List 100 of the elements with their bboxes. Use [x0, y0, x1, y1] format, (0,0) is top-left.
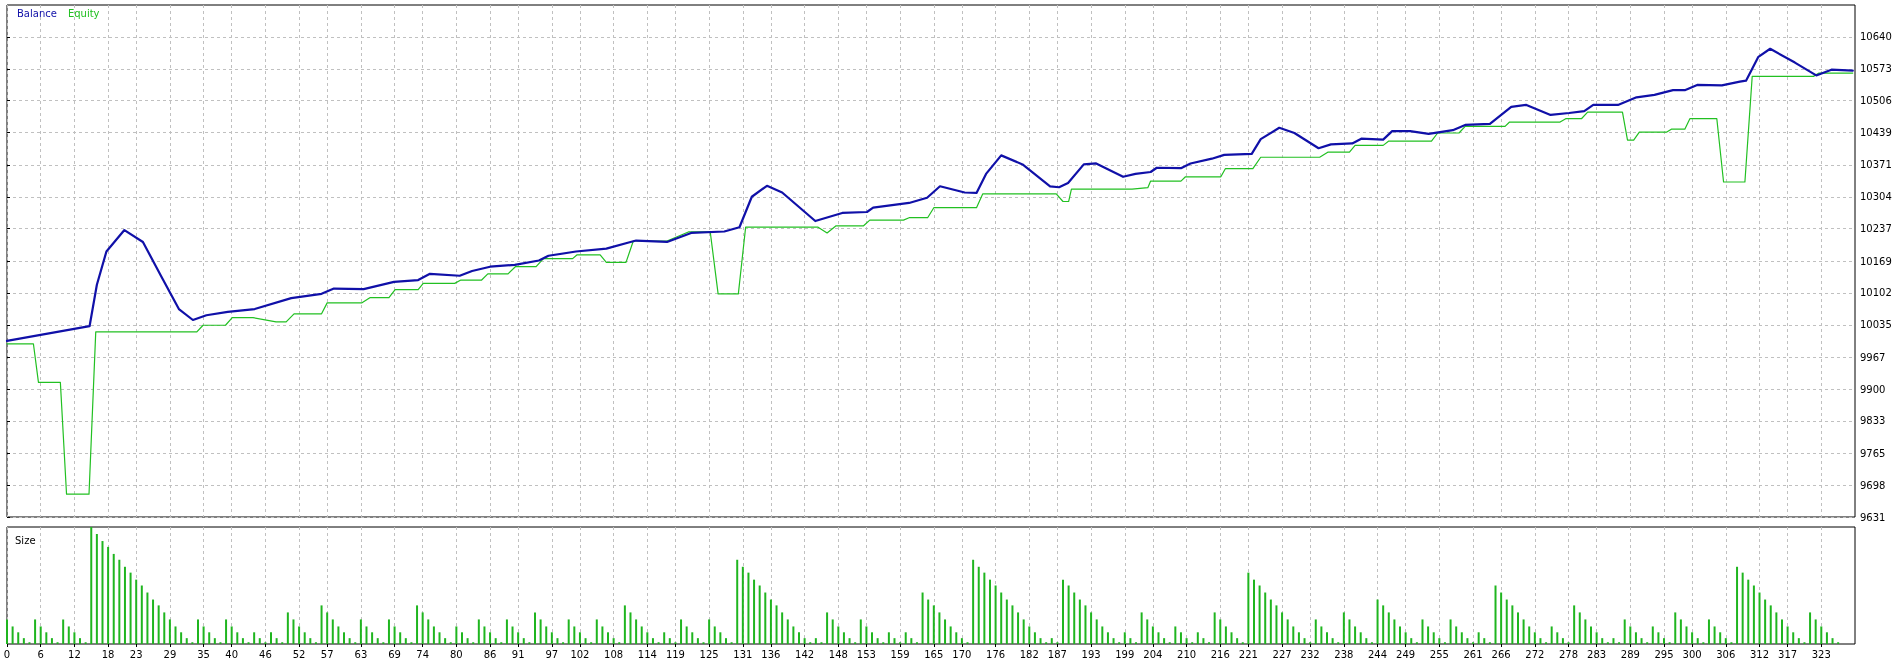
bar — [758, 585, 761, 644]
bar — [45, 632, 48, 644]
bar — [522, 638, 525, 644]
bar — [1764, 599, 1767, 644]
y-tick-label: 10237 — [1860, 223, 1892, 235]
x-tick-label: 69 — [388, 648, 401, 660]
x-tick-label: 74 — [416, 648, 430, 660]
bar — [584, 638, 587, 644]
bar — [741, 566, 744, 644]
bar — [1539, 638, 1542, 644]
bar — [1382, 605, 1385, 644]
x-tick-label: 97 — [545, 648, 559, 660]
bar — [79, 638, 82, 644]
bar — [483, 626, 486, 644]
bar — [769, 599, 772, 644]
bar — [1500, 592, 1503, 644]
bar — [1421, 619, 1424, 644]
bar — [22, 638, 25, 644]
bar — [241, 638, 244, 644]
y-tick-label: 10573 — [1860, 63, 1892, 75]
bar — [1236, 638, 1239, 644]
x-tick-label: 35 — [197, 648, 210, 660]
bar — [1831, 638, 1834, 644]
bar — [601, 626, 604, 644]
y-tick-label: 10506 — [1860, 95, 1892, 107]
line-series — [6, 72, 1854, 495]
bar — [848, 638, 851, 644]
y-tick-label: 10439 — [1860, 127, 1892, 139]
text: Equity — [67, 7, 100, 19]
bar — [50, 638, 53, 644]
x-tick-label: 153 — [856, 648, 876, 660]
x-tick-label: 23 — [129, 648, 143, 660]
x-tick-label: 108 — [604, 648, 624, 660]
bar — [39, 626, 42, 644]
x-tick-label: 86 — [483, 648, 497, 660]
x-tick-label: 176 — [986, 648, 1006, 660]
text: Balance — [17, 7, 57, 19]
x-tick-label: 6 — [37, 648, 44, 660]
bar — [1584, 619, 1587, 644]
bar — [1663, 638, 1666, 644]
bar — [1612, 638, 1615, 644]
bar — [814, 638, 817, 644]
bar — [1786, 626, 1789, 644]
bar — [764, 592, 767, 644]
y-tick-label: 9698 — [1860, 479, 1886, 491]
bar — [1326, 632, 1328, 644]
bar — [208, 632, 211, 644]
bar — [258, 638, 261, 644]
bar — [747, 572, 750, 644]
bar — [865, 626, 868, 644]
bar — [893, 638, 896, 644]
bar — [534, 612, 536, 644]
x-tick-label: 272 — [1525, 648, 1545, 660]
bar — [1354, 626, 1357, 644]
bar — [567, 619, 570, 644]
bar — [1438, 638, 1441, 644]
bar — [1522, 619, 1525, 644]
bar — [983, 572, 986, 644]
bar — [309, 638, 312, 644]
bar — [1129, 638, 1132, 644]
bar — [629, 612, 632, 644]
bar — [1022, 619, 1025, 644]
y-tick-label: 9631 — [1860, 511, 1886, 523]
bar — [129, 572, 132, 644]
bar — [1050, 638, 1053, 644]
bar — [1073, 592, 1076, 644]
x-tick-label: 142 — [795, 648, 815, 660]
bar — [17, 632, 20, 644]
bar — [1393, 619, 1396, 644]
bar — [1719, 632, 1722, 644]
bar — [1348, 619, 1351, 644]
bar — [1736, 566, 1739, 644]
bar — [326, 612, 329, 644]
bar — [960, 638, 963, 644]
x-tick-label: 119 — [665, 648, 685, 660]
bar — [1320, 626, 1323, 644]
x-tick-label: 221 — [1238, 648, 1258, 660]
bar — [1820, 626, 1823, 644]
bar — [871, 632, 874, 644]
bar — [511, 626, 514, 644]
bar — [1460, 632, 1463, 644]
bar — [550, 632, 553, 644]
y-tick-label: 9765 — [1860, 447, 1886, 459]
bar — [612, 638, 615, 644]
bar — [270, 632, 272, 644]
x-tick-label: 131 — [733, 648, 753, 660]
bar — [1062, 579, 1064, 644]
bar — [146, 592, 149, 644]
bar — [11, 626, 14, 644]
bar — [1359, 632, 1362, 644]
bar — [1090, 612, 1093, 644]
bar — [421, 612, 424, 644]
bar — [595, 619, 598, 644]
bar — [910, 638, 913, 644]
bar — [1404, 632, 1407, 644]
x-tick-label: 300 — [1682, 648, 1702, 660]
bar — [427, 619, 430, 644]
bar — [67, 626, 70, 644]
bar — [1005, 599, 1008, 644]
bar — [724, 638, 727, 644]
